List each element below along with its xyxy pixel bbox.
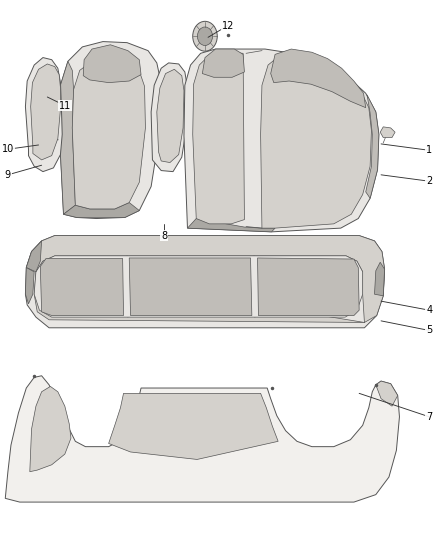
Polygon shape bbox=[5, 376, 399, 502]
Polygon shape bbox=[261, 52, 371, 228]
Polygon shape bbox=[26, 241, 42, 272]
Polygon shape bbox=[64, 203, 139, 217]
Polygon shape bbox=[184, 49, 379, 232]
Polygon shape bbox=[374, 262, 385, 296]
Circle shape bbox=[193, 21, 217, 51]
Text: 9: 9 bbox=[5, 170, 11, 180]
Polygon shape bbox=[59, 42, 160, 219]
Text: 1: 1 bbox=[426, 146, 432, 155]
Polygon shape bbox=[34, 256, 363, 317]
Polygon shape bbox=[31, 64, 60, 160]
Polygon shape bbox=[187, 219, 275, 232]
Polygon shape bbox=[271, 49, 366, 108]
Polygon shape bbox=[30, 386, 71, 472]
Polygon shape bbox=[129, 258, 252, 316]
Text: 11: 11 bbox=[59, 101, 71, 110]
Polygon shape bbox=[26, 236, 385, 322]
Text: 5: 5 bbox=[426, 326, 432, 335]
Polygon shape bbox=[366, 95, 379, 198]
Polygon shape bbox=[72, 58, 145, 209]
Polygon shape bbox=[83, 45, 141, 83]
Text: 8: 8 bbox=[161, 231, 167, 240]
Polygon shape bbox=[380, 127, 395, 138]
Polygon shape bbox=[258, 258, 359, 316]
Text: 7: 7 bbox=[426, 412, 432, 422]
Polygon shape bbox=[109, 393, 278, 459]
Text: 4: 4 bbox=[426, 305, 432, 315]
Polygon shape bbox=[25, 58, 62, 172]
Polygon shape bbox=[376, 381, 398, 406]
Text: 12: 12 bbox=[222, 21, 234, 30]
Polygon shape bbox=[151, 63, 187, 172]
Text: 2: 2 bbox=[426, 176, 432, 186]
Polygon shape bbox=[202, 49, 244, 77]
Text: 10: 10 bbox=[2, 144, 14, 154]
Polygon shape bbox=[40, 259, 124, 316]
Polygon shape bbox=[59, 61, 75, 214]
Polygon shape bbox=[157, 69, 184, 163]
Polygon shape bbox=[25, 268, 34, 304]
Polygon shape bbox=[25, 236, 385, 328]
Polygon shape bbox=[193, 52, 244, 224]
Circle shape bbox=[198, 27, 212, 45]
